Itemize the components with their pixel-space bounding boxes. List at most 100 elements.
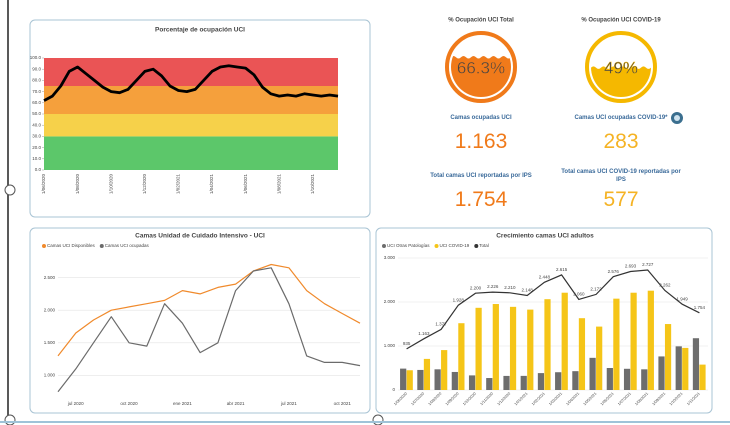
stat: Camas UCI ocupadas COVID-19* 283 (561, 110, 681, 154)
gauge-title: % Ocupación UCI COVID-19 (581, 18, 661, 24)
stat: Total camas UCI COVID-19 reportadas por … (561, 168, 681, 212)
bar (561, 292, 568, 390)
y-tick-label: 100.0 (30, 55, 42, 60)
y-tick-label: 30.0 (32, 134, 41, 139)
gauge-fill (591, 66, 651, 97)
data-label: 1.377 (435, 322, 447, 327)
y-tick-label: 90.0 (32, 66, 41, 71)
legend-marker (99, 244, 104, 248)
x-tick-label: 1/08/2021 (276, 174, 281, 195)
data-label: 2.172 (590, 287, 602, 292)
bar (417, 369, 424, 390)
line (406, 269, 700, 350)
legend-marker (434, 244, 439, 248)
bar (520, 375, 527, 390)
stat-label: Camas UCI ocupadas COVID-19* (574, 115, 668, 121)
y-tick-label: 70.0 (32, 89, 41, 94)
y-tick-label: 2.000 (384, 299, 396, 304)
bar (578, 318, 586, 390)
y-tick-label: 80.0 (32, 78, 41, 83)
data-label: 1.949 (677, 296, 689, 301)
bar (692, 338, 700, 390)
bar (441, 350, 448, 390)
y-tick-label: 0.0 (35, 167, 42, 172)
bar (572, 371, 579, 390)
y-tick-label: 50.0 (32, 111, 41, 116)
line (57, 263, 361, 357)
data-label: 2.693 (625, 264, 637, 269)
legend-label: UCI COVID-19 (440, 243, 470, 248)
y-tick-label: 40.0 (32, 122, 41, 127)
stat-value: 283 (603, 130, 639, 153)
stat-value: 1.754 (454, 188, 508, 211)
bar (630, 292, 637, 390)
bar (400, 368, 407, 390)
data-label: 2.615 (556, 267, 568, 272)
band (44, 114, 338, 137)
legend-label: UCI Otras Patologías (387, 243, 430, 248)
stat-value: 577 (603, 188, 639, 211)
bar (699, 364, 706, 390)
bar (451, 371, 458, 390)
bar (537, 373, 545, 390)
handle (4, 184, 16, 196)
gauge-value: 66.3% (457, 58, 505, 77)
data-label: 2.262 (659, 283, 671, 288)
chart-title: Porcentaje de ocupación UCI (155, 27, 245, 34)
bar (406, 370, 413, 390)
y-tick-label: 1.500 (44, 340, 56, 345)
x-tick-label: 1/06/2020 (41, 174, 46, 195)
x-tick-label: 1/06/2021 (243, 174, 248, 195)
data-label: 2.148 (522, 288, 534, 293)
bar (555, 372, 562, 390)
data-label: 2.060 (573, 292, 585, 297)
y-tick-label: 1.000 (44, 373, 56, 378)
bar (596, 326, 603, 390)
gauge-value: 49% (604, 58, 638, 77)
bar (675, 346, 682, 390)
data-label: 2.727 (642, 262, 654, 267)
handle (372, 414, 384, 425)
x-tick-label: 1/08/2020 (75, 174, 80, 195)
x-tick-label: 1/02/2021 (176, 174, 181, 195)
x-tick-label: oct 2021 (334, 401, 352, 406)
handle (4, 414, 16, 425)
bar (613, 298, 620, 390)
stat-label: Total camas UCI reportadas por IPS (430, 173, 532, 179)
bar (589, 357, 596, 390)
x-tick-label: abr 2021 (227, 401, 245, 406)
y-tick-label: 0 (392, 387, 395, 392)
bar (486, 378, 493, 390)
stat-label: Total camas UCI COVID-19 reportadas por … (561, 169, 681, 183)
legend-label: Total (479, 243, 489, 248)
x-tick-label: 1/10/2020 (108, 174, 113, 195)
x-tick-label: jul 2021 (280, 401, 297, 406)
y-tick-label: 3.000 (384, 255, 396, 260)
info-icon (674, 115, 680, 121)
x-tick-label: jul 2020 (67, 401, 84, 406)
bar (468, 375, 476, 390)
data-label: 2.210 (504, 285, 516, 290)
bar (423, 358, 431, 390)
x-tick-label: 1/10/2021 (310, 174, 315, 195)
bar (503, 375, 510, 390)
gauge-fill (451, 55, 511, 97)
chart-title: Crecimiento camas UCI adultos (496, 233, 594, 240)
data-label: 1.928 (453, 297, 465, 302)
bar (509, 306, 517, 390)
bar (492, 304, 499, 390)
bar (647, 290, 654, 390)
gauge-title: % Ocupación UCI Total (448, 18, 514, 24)
data-label: 2.576 (608, 269, 620, 274)
bar (641, 369, 648, 390)
y-tick-label: 60.0 (32, 100, 41, 105)
stat-label: Camas ocupadas UCI (450, 115, 512, 121)
stat-value: 1.163 (454, 130, 508, 153)
data-label: 2.226 (487, 284, 499, 289)
data-label: 1.163 (418, 331, 430, 336)
legend-label: Camas UCI ocupadas (105, 243, 150, 248)
panel (29, 227, 371, 414)
bar (664, 324, 672, 390)
